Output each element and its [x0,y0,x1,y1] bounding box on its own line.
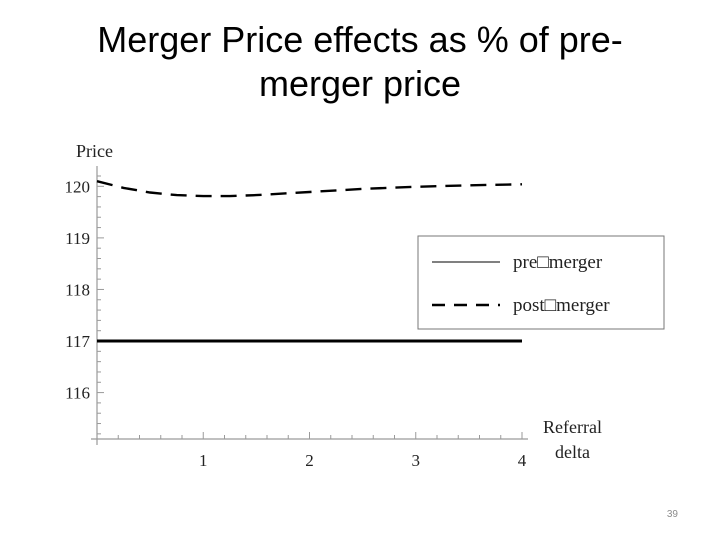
y-axis-label: Price [76,141,113,161]
y-tick-label: 120 [65,177,91,196]
legend-box [417,235,665,330]
slide-title-line-2: merger price [258,63,462,104]
y-tick-label: 118 [65,280,90,299]
page-number: 39 [666,509,678,520]
y-tick-label: 119 [65,229,90,248]
legend-label-pre-merger: pre□merger [513,252,603,273]
x-axis-label-line-2: delta [555,442,590,462]
chart-legend: pre□merger post□merger [417,235,665,330]
x-tick-label: 3 [412,451,421,470]
x-tick-label: 4 [518,451,527,470]
legend-label-post-merger: post□merger [513,295,610,316]
x-tick-label: 1 [199,451,208,470]
chart-series [96,180,523,343]
slide-title-line-1: Merger Price effects as % of pre- [97,19,623,60]
y-tick-label: 117 [65,332,90,351]
series-line-post-merger [96,180,523,198]
chart-ticks: 116 117 118 119 120 1 2 3 4 [65,175,527,470]
y-tick-label: 116 [65,384,90,403]
x-axis-label-line-1: Referral [543,417,602,437]
slide-title: Merger Price effects as % of pre- merger… [40,18,680,106]
x-tick-label: 2 [305,451,314,470]
